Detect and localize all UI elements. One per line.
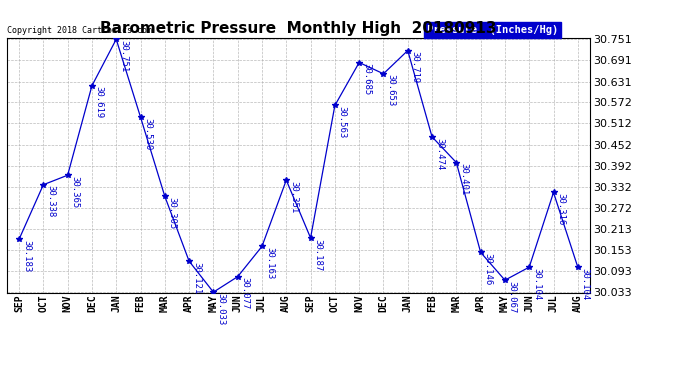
Text: 30.719: 30.719 — [411, 51, 420, 84]
Text: 30.365: 30.365 — [70, 176, 79, 208]
Text: 30.653: 30.653 — [386, 75, 395, 107]
Text: 30.183: 30.183 — [22, 240, 31, 272]
Text: 30.077: 30.077 — [241, 278, 250, 310]
Text: 30.563: 30.563 — [338, 106, 347, 138]
Text: 30.338: 30.338 — [46, 185, 55, 218]
Text: 30.751: 30.751 — [119, 40, 128, 72]
Text: 30.685: 30.685 — [362, 63, 371, 96]
Text: 30.351: 30.351 — [289, 181, 298, 213]
Title: Barometric Pressure  Monthly High  20180913: Barometric Pressure Monthly High 2018091… — [100, 21, 497, 36]
Text: 30.619: 30.619 — [95, 87, 103, 119]
Text: 30.067: 30.067 — [508, 281, 517, 313]
Text: 30.305: 30.305 — [168, 197, 177, 229]
Text: 30.104: 30.104 — [532, 268, 541, 300]
Text: Copyright 2018 Cartronics.com: Copyright 2018 Cartronics.com — [7, 26, 152, 35]
Text: 30.121: 30.121 — [192, 262, 201, 294]
Text: 30.316: 30.316 — [556, 193, 565, 225]
Text: 30.401: 30.401 — [460, 163, 469, 195]
Text: 30.033: 30.033 — [216, 293, 226, 325]
Text: 30.104: 30.104 — [581, 268, 590, 300]
Text: 30.474: 30.474 — [435, 138, 444, 170]
Text: 30.163: 30.163 — [265, 247, 274, 279]
Text: 30.187: 30.187 — [313, 238, 322, 271]
Text: 30.530: 30.530 — [144, 118, 152, 150]
Text: Pressure  (Inches/Hg): Pressure (Inches/Hg) — [426, 25, 558, 35]
Text: 30.146: 30.146 — [484, 253, 493, 285]
